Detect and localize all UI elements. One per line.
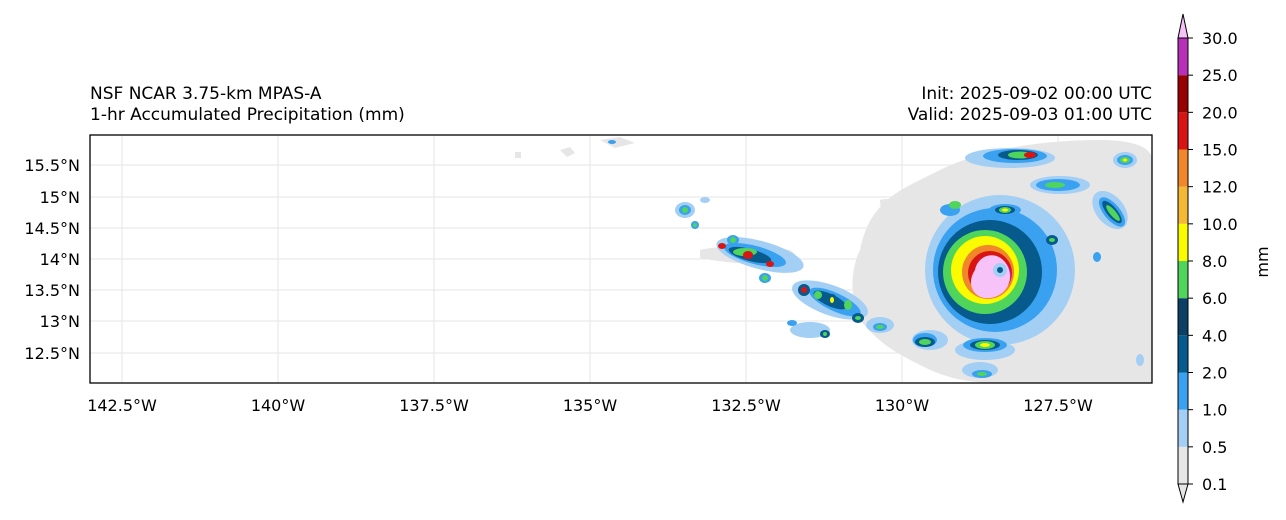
model-name: NSF NCAR 3.75-km MPAS-A [90, 84, 322, 104]
lon-tick-label: 135°W [563, 396, 618, 415]
colorbar-tick-label: 10.0 [1202, 215, 1238, 234]
lon-tick-label: 140°W [251, 396, 306, 415]
colorbar-extend-high [1177, 13, 1189, 39]
lon-tick-label: 142.5°W [87, 396, 157, 415]
colorbar-segment [1178, 372, 1188, 410]
colorbar-segment [1178, 409, 1188, 447]
colorbar-segment [1178, 223, 1188, 261]
colorbar-segment [1178, 75, 1188, 113]
map-title-left: NSF NCAR 3.75-km MPAS-A 1-hr Accumulated… [90, 84, 405, 126]
map-frame [89, 134, 1153, 384]
init-time: Init: 2025-09-02 00:00 UTC [921, 84, 1152, 104]
colorbar [1177, 13, 1193, 504]
lat-tick-label: 13°N [40, 312, 80, 331]
lat-tick-label: 15.5°N [24, 156, 80, 175]
lat-tick-label: 13.5°N [24, 281, 80, 300]
convective-cells [608, 140, 1144, 378]
colorbar-segment [1178, 446, 1188, 484]
colorbar-segment [1178, 261, 1188, 299]
storm-eye-center [997, 267, 1003, 273]
colorbar-tick-labels: 0.1 0.5 1.0 2.0 4.0 6.0 8.0 10.0 12.0 15.0 20.0 25.… [1202, 29, 1238, 494]
valid-time: Valid: 2025-09-03 01:00 UTC [907, 105, 1152, 125]
lat-tick-label: 14°N [40, 250, 80, 269]
colorbar-segment [1178, 186, 1188, 224]
colorbar-tick-label: 25.0 [1202, 66, 1238, 85]
precip-area-light [880, 199, 907, 227]
colorbar-segment [1178, 112, 1188, 150]
lon-tick-label: 132.5°W [711, 396, 781, 415]
colorbar-tick-label: 0.1 [1202, 475, 1227, 494]
precipitation-field [515, 137, 1152, 383]
colorbar-tick-label: 30.0 [1202, 29, 1238, 48]
colorbar-tick-label: 2.0 [1202, 364, 1227, 383]
colorbar-tick-label: 15.0 [1202, 141, 1238, 160]
lon-tick-label: 127.5°W [1023, 396, 1093, 415]
map-title-right: Init: 2025-09-02 00:00 UTC Valid: 2025-0… [908, 84, 1152, 126]
colorbar-segment [1178, 149, 1188, 187]
longitude-tick-labels: 142.5°W 140°W 137.5°W 135°W 132.5°W 130°W 127.… [87, 396, 1093, 415]
lon-tick-label: 130°W [875, 396, 930, 415]
colorbar-tick-label: 4.0 [1202, 326, 1227, 345]
lat-tick-label: 14.5°N [24, 219, 80, 238]
colorbar-tick-label: 1.0 [1202, 401, 1227, 420]
field-name: 1-hr Accumulated Precipitation (mm) [90, 105, 405, 125]
colorbar-segment [1178, 298, 1188, 336]
colorbar-tick-label: 0.5 [1202, 438, 1227, 457]
precip-area-light [515, 137, 635, 158]
lon-tick-label: 137.5°W [399, 396, 469, 415]
colorbar-tick-label: 20.0 [1202, 103, 1238, 122]
colorbar-tick-label: 12.0 [1202, 178, 1238, 197]
colorbar-tick-label: 6.0 [1202, 289, 1227, 308]
latitude-tick-labels: 15.5°N 15°N 14.5°N 14°N 13.5°N 13°N 12.5°N [24, 156, 80, 363]
colorbar-label: mm [1253, 246, 1272, 277]
colorbar-tick-label: 8.0 [1202, 252, 1227, 271]
colorbar-segment [1178, 335, 1188, 373]
colorbar-segment [1178, 38, 1188, 76]
lat-tick-label: 12.5°N [24, 344, 80, 363]
colorbar-extend-low [1177, 483, 1189, 504]
lat-tick-label: 15°N [40, 188, 80, 207]
